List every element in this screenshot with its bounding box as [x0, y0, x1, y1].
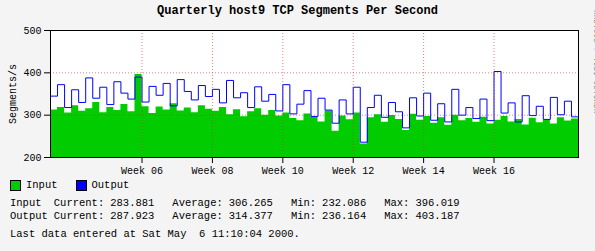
svg-text:Week 08: Week 08 — [191, 166, 233, 177]
html-text:306.265: 306.265 — [228, 197, 273, 209]
html-text:314.377: 314.377 — [228, 210, 273, 222]
html-text:Min:: Min: — [290, 210, 317, 222]
svg-text:Week 10: Week 10 — [262, 166, 304, 177]
html-text:Max:: Max: — [384, 210, 410, 222]
html-text:Min:: Min: — [290, 197, 317, 209]
svg-text:500: 500 — [23, 26, 41, 37]
svg-text:400: 400 — [23, 68, 41, 79]
svg-text:200: 200 — [23, 153, 41, 164]
html-text:403.187: 403.187 — [415, 210, 460, 222]
html-text:Current:: Current: — [53, 210, 105, 222]
svg-text:Week 12: Week 12 — [332, 166, 374, 177]
html-text:236.164: 236.164 — [322, 210, 367, 222]
html-text:Last data entered at Sat May 6: Last data entered at Sat May 6 11:10:04 … — [10, 228, 300, 240]
html-text:396.019: 396.019 — [415, 197, 460, 209]
svg-text:Week 06: Week 06 — [121, 166, 163, 177]
html-text:Current:: Current: — [53, 197, 105, 209]
html-text:Output: Output — [91, 179, 130, 191]
svg-text:Week 16: Week 16 — [473, 166, 515, 177]
html-text:Average:: Average: — [172, 210, 223, 222]
svg-text:300: 300 — [23, 110, 41, 121]
svg-text:Segments/s: Segments/s — [8, 64, 19, 124]
html-text:287.923: 287.923 — [110, 210, 155, 222]
svg-text:Week 14: Week 14 — [403, 166, 445, 177]
html-text:Input: Input — [26, 179, 58, 191]
html-text:Quarterly host9 TCP Segments P: Quarterly host9 TCP Segments Per Second — [157, 4, 438, 18]
html-text:Average:: Average: — [172, 197, 223, 209]
html-text:232.086: 232.086 — [322, 197, 367, 209]
html-text:283.881: 283.881 — [110, 197, 155, 209]
html-text:Max:: Max: — [384, 197, 410, 209]
html-text:Output: Output — [10, 210, 48, 222]
html-text:Input: Input — [10, 197, 42, 209]
